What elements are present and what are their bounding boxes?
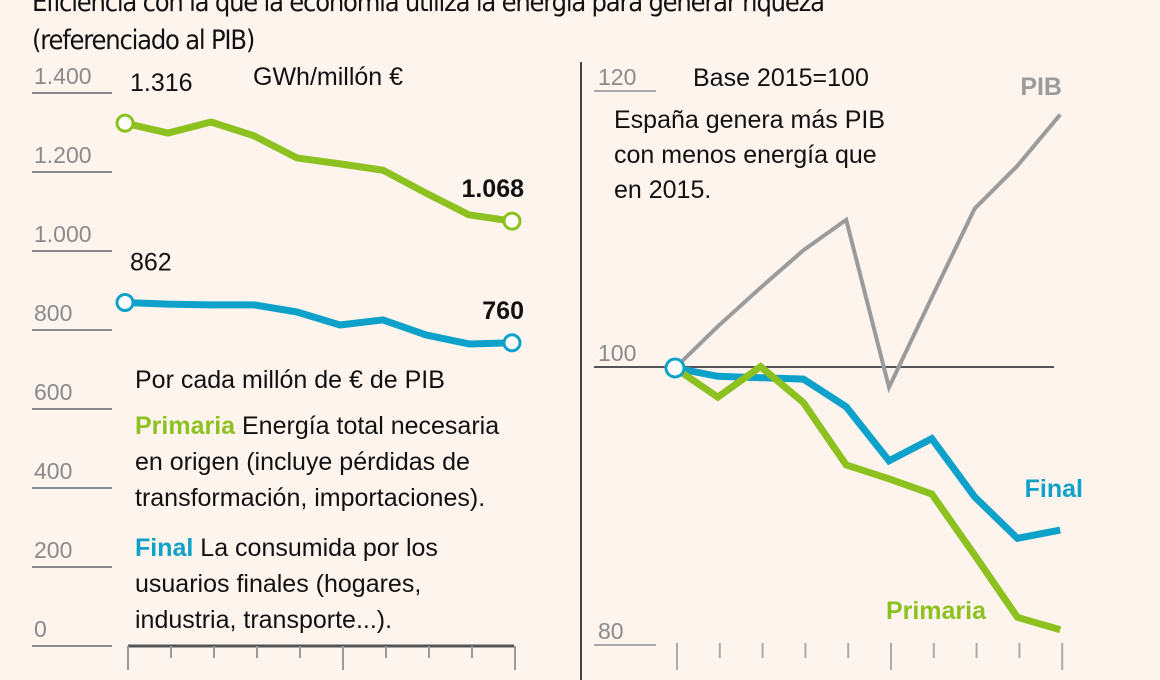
y-tick-label: 1.400: [34, 63, 92, 89]
base-point: [664, 357, 686, 379]
legend-primaria: Primaria Energía total necesaria: [135, 412, 499, 440]
y-tick-label: 200: [34, 537, 72, 563]
y-tick-label: 1.000: [34, 221, 92, 247]
data-point-primaria: [502, 211, 522, 231]
y-tick-label: 80: [598, 618, 624, 644]
title-line: Eficiencia con la que la economía utiliz…: [32, 0, 825, 18]
legend-primaria-line: en origen (incluye pérdidas de: [135, 448, 470, 476]
series-label-pib: PIB: [1020, 73, 1062, 101]
data-point-final: [502, 333, 522, 353]
legend-final: Final La consumida por los: [135, 534, 438, 562]
unit-label: Base 2015=100: [693, 64, 869, 92]
annotation-line: España genera más PIB: [614, 106, 885, 134]
subtitle-line: (referenciado al PIB): [32, 25, 255, 56]
series-line-final: [124, 299, 513, 348]
legend-final-line: industria, transporte...).: [135, 606, 392, 634]
series-line-primaria: [673, 362, 1062, 634]
legend-heading: Por cada millón de € de PIB: [135, 366, 445, 394]
annotation-line: con menos energía que: [614, 141, 877, 169]
y-tick-label: 0: [34, 616, 47, 642]
legend-primaria-name: Primaria: [135, 412, 236, 440]
series-label-primaria: Primaria: [886, 597, 987, 625]
series-label-final: Final: [1025, 475, 1083, 503]
legend-primaria-line: transformación, importaciones).: [135, 484, 485, 512]
chart-title: Eficiencia con la que la economía utiliz…: [32, 0, 825, 60]
series-line-final: [674, 364, 1061, 543]
legend-final-name: Final: [135, 534, 193, 562]
y-tick-label: 400: [34, 458, 72, 484]
y-tick-label: 100: [598, 340, 636, 366]
series-line-pib: [673, 113, 1062, 394]
annotation-line: en 2015.: [614, 176, 711, 204]
y-tick-label: 600: [34, 379, 72, 405]
data-point-primaria: [115, 113, 135, 133]
data-point-final: [115, 293, 135, 313]
y-tick-label: 120: [598, 64, 636, 90]
series-line-primaria: [124, 118, 513, 225]
data-label-start: 862: [130, 249, 172, 277]
legend-final-line: usuarios finales (hogares,: [135, 570, 421, 598]
data-label-end: 1.068: [461, 175, 524, 203]
y-tick-label: 800: [34, 300, 72, 326]
y-tick-label: 1.200: [34, 142, 92, 168]
data-label-start: 1.316: [130, 69, 193, 97]
unit-label: GWh/millón €: [253, 63, 403, 91]
data-label-end: 760: [482, 297, 524, 325]
